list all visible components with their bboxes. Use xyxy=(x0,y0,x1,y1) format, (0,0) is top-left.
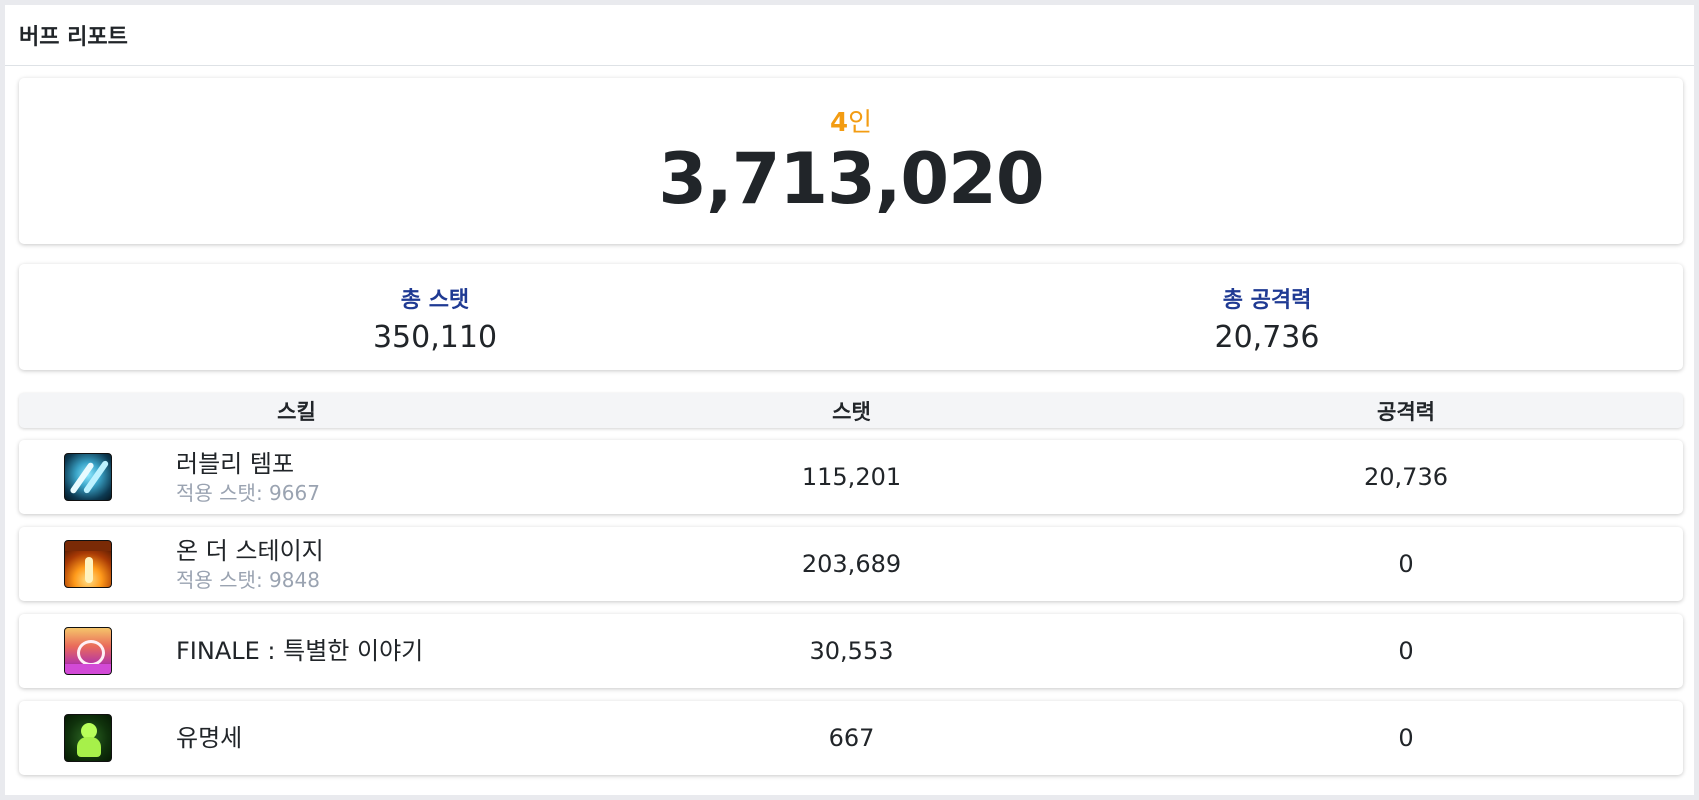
skill-name: 유명세 xyxy=(176,724,243,752)
total-stat-block: 총 스탯 350,110 xyxy=(19,264,851,370)
skill-text: 온 더 스테이지 적용 스탯: 9848 xyxy=(176,535,324,593)
row-skill-cell: 유명세 xyxy=(19,701,574,775)
row-stat-value: 115,201 xyxy=(801,463,902,491)
skill-text: FINALE : 특별한 이야기 xyxy=(176,635,423,667)
header-atk: 공격력 xyxy=(1377,399,1435,424)
header-stat: 스탯 xyxy=(832,399,871,424)
buff-report-panel: 버프 리포트 4인 3,713,020 총 스탯 350,110 총 공격력 2… xyxy=(5,5,1694,795)
finale-icon xyxy=(64,627,112,675)
total-stat-value: 350,110 xyxy=(372,320,498,355)
panel-header: 버프 리포트 xyxy=(5,5,1694,66)
skill-text: 유명세 xyxy=(176,722,242,754)
row-stat-value: 30,553 xyxy=(809,637,894,665)
row-atk-value: 0 xyxy=(1398,724,1414,752)
row-atk-value: 20,736 xyxy=(1364,463,1448,491)
on-the-stage-icon xyxy=(64,540,112,588)
total-value: 3,713,020 xyxy=(658,138,1044,220)
skill-name: FINALE : 특별한 이야기 xyxy=(176,637,424,665)
row-atk-value: 0 xyxy=(1398,550,1414,578)
skill-text: 러블리 템포 적용 스탯: 9667 xyxy=(176,448,320,506)
lovely-tempo-icon xyxy=(64,453,112,501)
skill-applied-stat: 적용 스탯: 9667 xyxy=(176,481,320,505)
total-stat-label: 총 스탯 xyxy=(400,288,470,313)
party-count-suffix: 인 xyxy=(848,108,872,138)
row-skill-cell: 온 더 스테이지 적용 스탯: 9848 xyxy=(19,527,574,601)
skill-name: 온 더 스테이지 xyxy=(176,537,324,565)
party-count: 4인 xyxy=(19,102,1683,139)
totals-card: 총 스탯 350,110 총 공격력 20,736 xyxy=(19,264,1683,370)
table-row: 러블리 템포 적용 스탯: 9667 115,201 20,736 xyxy=(19,440,1683,514)
total-atk-block: 총 공격력 20,736 xyxy=(851,264,1683,370)
row-atk-value: 0 xyxy=(1398,637,1414,665)
skill-name: 러블리 템포 xyxy=(176,450,295,478)
total-atk-label: 총 공격력 xyxy=(1222,288,1312,313)
party-count-number: 4 xyxy=(829,108,849,138)
skill-applied-stat: 적용 스탯: 9848 xyxy=(176,568,320,592)
header-skill: 스킬 xyxy=(277,399,316,424)
row-skill-cell: 러블리 템포 적용 스탯: 9667 xyxy=(19,440,574,514)
skill-table-header: 스킬 스탯 공격력 xyxy=(19,393,1683,428)
summary-card: 4인 3,713,020 xyxy=(19,78,1683,244)
table-row: FINALE : 특별한 이야기 30,553 0 xyxy=(19,614,1683,688)
row-stat-value: 203,689 xyxy=(801,550,902,578)
row-stat-value: 667 xyxy=(828,724,875,752)
table-row: 유명세 667 0 xyxy=(19,701,1683,775)
total-atk-value: 20,736 xyxy=(1214,320,1320,355)
page-title: 버프 리포트 xyxy=(19,25,128,50)
table-row: 온 더 스테이지 적용 스탯: 9848 203,689 0 xyxy=(19,527,1683,601)
fame-icon xyxy=(64,714,112,762)
row-skill-cell: FINALE : 특별한 이야기 xyxy=(19,614,574,688)
